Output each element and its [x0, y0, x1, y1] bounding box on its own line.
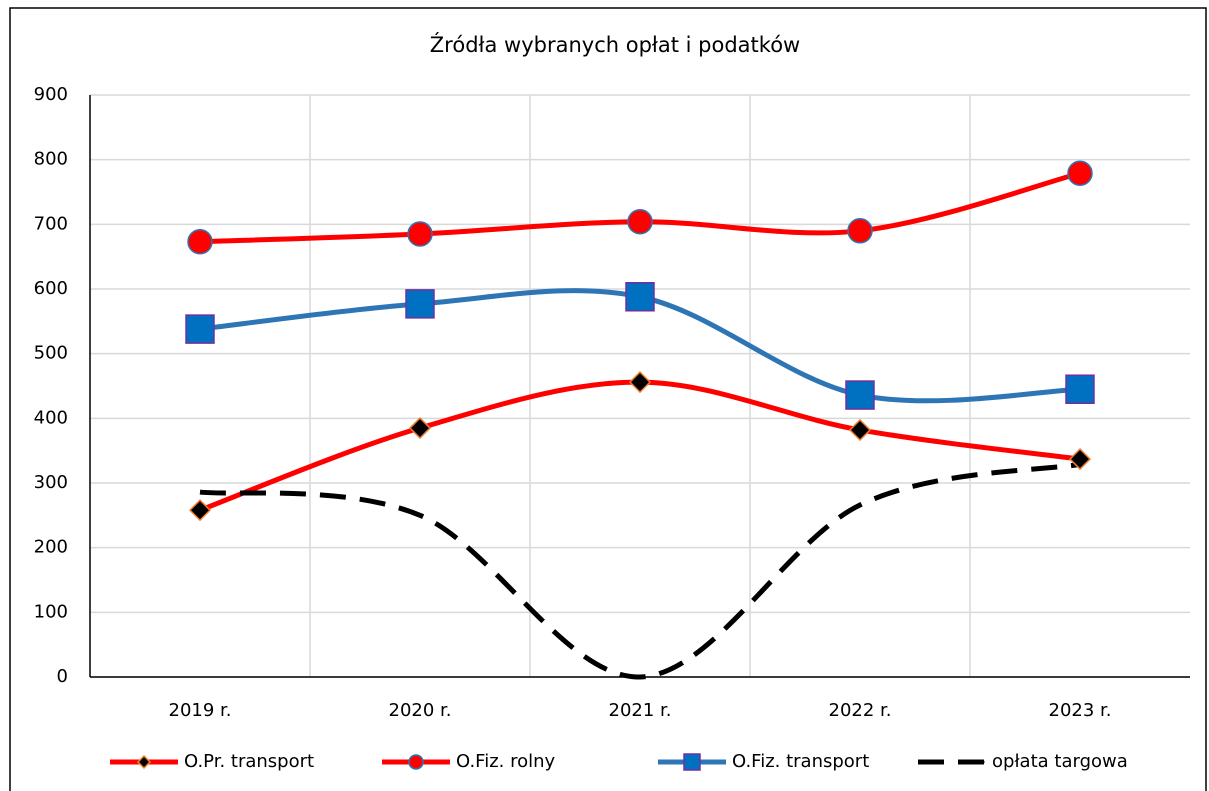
data-point — [1068, 448, 1092, 471]
data-point — [187, 229, 213, 255]
data-point — [405, 289, 435, 319]
legend-marker — [979, 759, 985, 765]
chart-frame — [9, 7, 1207, 791]
data-point — [847, 218, 873, 244]
data-point — [407, 221, 433, 247]
legend-marker — [683, 753, 701, 771]
legend-label: O.Fiz. rolny — [456, 751, 556, 772]
legend-marker — [136, 754, 152, 770]
data-point — [627, 208, 653, 235]
data-point — [848, 418, 872, 442]
y-tick-label: 100 — [34, 601, 68, 622]
legend-marker — [408, 754, 424, 770]
data-point — [185, 314, 215, 344]
data-point — [1067, 160, 1093, 186]
data-point — [625, 282, 655, 312]
x-tick-label: 2020 r. — [389, 700, 452, 721]
y-tick-label: 700 — [34, 213, 68, 234]
y-tick-label: 900 — [34, 84, 68, 105]
y-tick-label: 0 — [57, 666, 68, 687]
legend-label: O.Fiz. transport — [732, 751, 869, 772]
data-point — [628, 371, 652, 394]
data-point — [1065, 374, 1095, 404]
chart-title: Źródła wybranych opłat i podatków — [430, 32, 800, 57]
series-line — [199, 461, 1081, 680]
y-tick-label: 200 — [34, 537, 68, 558]
y-tick-label: 400 — [34, 407, 68, 428]
x-tick-label: 2023 r. — [1049, 700, 1112, 721]
y-tick-label: 300 — [34, 472, 68, 493]
y-tick-label: 800 — [34, 149, 68, 170]
legend-label: O.Pr. transport — [184, 751, 314, 772]
x-tick-label: 2022 r. — [829, 700, 892, 721]
legend-label: opłata targowa — [992, 751, 1128, 772]
x-tick-label: 2021 r. — [609, 700, 672, 721]
y-tick-label: 500 — [34, 343, 68, 364]
y-tick-label: 600 — [34, 278, 68, 299]
data-point — [845, 380, 875, 410]
x-tick-label: 2019 r. — [169, 700, 232, 721]
data-point — [408, 416, 432, 440]
data-point — [188, 499, 212, 522]
